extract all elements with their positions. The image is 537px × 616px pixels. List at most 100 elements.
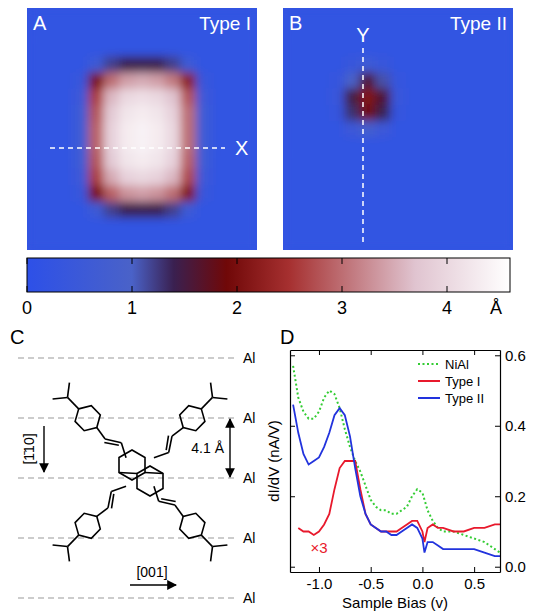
heatmap-cell bbox=[180, 40, 196, 57]
axis: -1.0-0.50.00.5 bbox=[291, 567, 501, 592]
heatmap-cell bbox=[421, 137, 437, 154]
heatmap-cell bbox=[211, 169, 227, 186]
heatmap-cell bbox=[73, 89, 89, 106]
bond bbox=[108, 491, 111, 507]
heatmap-cell bbox=[406, 218, 422, 235]
lattice-label: Al bbox=[243, 350, 255, 366]
heatmap-cell bbox=[88, 24, 104, 41]
tick-label: -1.0 bbox=[307, 575, 333, 592]
heatmap-cell bbox=[498, 121, 513, 138]
heatmap-cell bbox=[482, 185, 498, 202]
bond bbox=[111, 486, 126, 491]
heatmap-cell bbox=[498, 185, 513, 202]
heatmap-cell bbox=[42, 185, 58, 202]
bond bbox=[201, 397, 212, 408]
heatmap-cell bbox=[406, 56, 422, 73]
heatmap-cell bbox=[180, 105, 196, 122]
heatmap-cell bbox=[180, 202, 196, 219]
heatmap-cell bbox=[467, 105, 483, 122]
heatmap-cell bbox=[58, 202, 74, 219]
heatmap-cell bbox=[165, 121, 181, 138]
heatmap-cell bbox=[180, 89, 196, 106]
heatmap-cell bbox=[283, 73, 299, 90]
heatmap-cell bbox=[375, 153, 391, 170]
heatmap-cells bbox=[283, 8, 513, 250]
heatmap-cell bbox=[314, 24, 330, 41]
heatmap-cell bbox=[226, 89, 242, 106]
heatmap-cell bbox=[211, 153, 227, 170]
heatmap-cell bbox=[390, 89, 406, 106]
heatmap-cell bbox=[390, 218, 406, 235]
colorbar-tick bbox=[447, 286, 448, 292]
heatmap-cell bbox=[314, 153, 330, 170]
bond bbox=[175, 505, 183, 516]
heatmap-cell bbox=[42, 73, 58, 90]
heatmap-cell bbox=[104, 89, 120, 106]
heatmap-cell bbox=[498, 73, 513, 90]
heatmap-cell bbox=[27, 153, 43, 170]
heatmap-cell bbox=[436, 40, 452, 57]
heatmap-cell bbox=[314, 137, 330, 154]
heatmap-cell bbox=[119, 234, 135, 250]
heatmap-cell bbox=[344, 202, 360, 219]
colorbar-tick bbox=[237, 258, 238, 264]
annotation: ×3 bbox=[310, 539, 327, 556]
legend-label: NiAl bbox=[445, 357, 469, 372]
heatmap-cell bbox=[452, 89, 468, 106]
heatmap-cell bbox=[119, 169, 135, 186]
colorbar bbox=[27, 258, 510, 292]
ring bbox=[75, 513, 100, 538]
heatmap-cell bbox=[27, 121, 43, 138]
heatmap-cell bbox=[452, 121, 468, 138]
heatmap-cell bbox=[375, 8, 391, 25]
spectrum-line bbox=[293, 405, 500, 557]
heatmap-cell bbox=[498, 89, 513, 106]
heatmap-cell bbox=[150, 56, 166, 73]
axis-line bbox=[291, 572, 501, 573]
heatmap-cell bbox=[298, 202, 314, 219]
heatmap-cell bbox=[452, 234, 468, 250]
direction-arrow bbox=[130, 584, 176, 585]
legend: NiAlType IType II bbox=[418, 357, 484, 406]
heatmap-cell bbox=[421, 40, 437, 57]
lattice-label: Al bbox=[243, 530, 255, 546]
heatmap-cells bbox=[27, 8, 257, 250]
heatmap-cell bbox=[104, 105, 120, 122]
bond bbox=[121, 443, 126, 458]
heatmap-cell bbox=[119, 185, 135, 202]
heatmap-cell bbox=[283, 169, 299, 186]
heatmap-cell bbox=[375, 234, 391, 250]
heatmap-cell bbox=[58, 89, 74, 106]
heatmap-cell bbox=[180, 218, 196, 235]
heatmap-cell bbox=[375, 56, 391, 73]
colorbar-tick bbox=[237, 286, 238, 292]
bond bbox=[212, 545, 227, 547]
bond bbox=[119, 473, 137, 474]
heatmap-cell bbox=[150, 121, 166, 138]
heatmap-cell bbox=[390, 185, 406, 202]
colorbar-tick bbox=[132, 286, 133, 292]
heatmap-cell bbox=[134, 24, 150, 41]
bond bbox=[97, 428, 105, 439]
heatmap-cell bbox=[314, 40, 330, 57]
heatmap-cell bbox=[298, 73, 314, 90]
axis-title: Sample Bias (v) bbox=[342, 594, 448, 611]
heatmap-cell bbox=[196, 73, 212, 90]
heatmap-cell bbox=[329, 105, 345, 122]
heatmap-cell bbox=[73, 56, 89, 73]
heatmap-cell bbox=[498, 218, 513, 235]
heatmap-cell bbox=[165, 202, 181, 219]
heatmap-cell bbox=[27, 89, 43, 106]
heatmap-cell bbox=[58, 40, 74, 57]
heatmap-cell bbox=[360, 137, 376, 154]
tick-mark bbox=[371, 567, 372, 572]
heatmap-cell bbox=[421, 89, 437, 106]
heatmap-cell bbox=[283, 40, 299, 57]
heatmap-cell bbox=[134, 121, 150, 138]
heatmap-cell bbox=[482, 153, 498, 170]
heatmap-cell bbox=[27, 56, 43, 73]
heatmap-cell bbox=[42, 202, 58, 219]
heatmap-cell bbox=[27, 202, 43, 219]
heatmap-cell bbox=[27, 234, 43, 250]
bond bbox=[145, 473, 163, 474]
